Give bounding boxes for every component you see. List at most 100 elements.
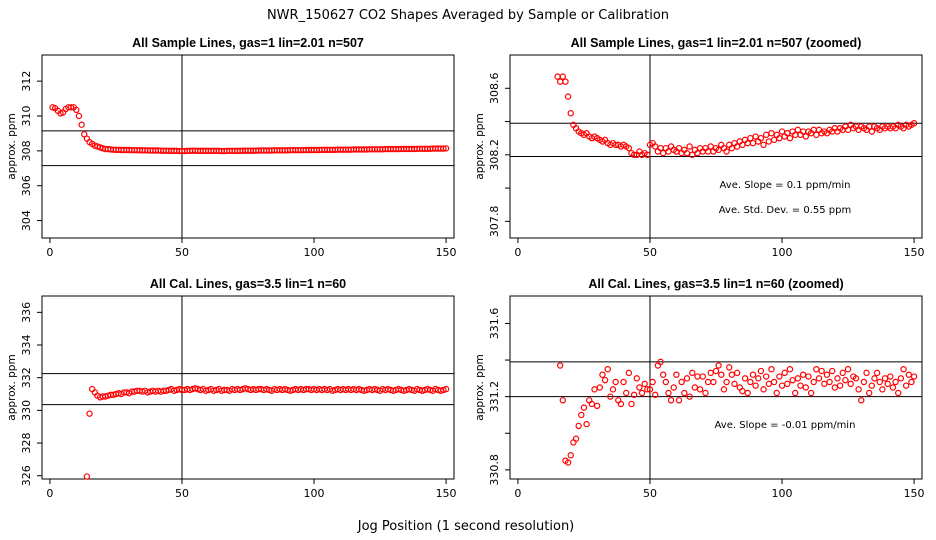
- data-point: [625, 369, 633, 377]
- data-point: [770, 136, 778, 144]
- data-point: [673, 371, 680, 378]
- data-point: [855, 386, 862, 393]
- x-tick-label: 50: [175, 487, 189, 500]
- data-point: [567, 110, 574, 117]
- data-point: [67, 104, 75, 111]
- x-tick-label: 100: [304, 246, 325, 259]
- data-point: [876, 378, 883, 386]
- y-axis-label: approx. ppm: [6, 113, 18, 179]
- data-point: [786, 366, 794, 373]
- data-point: [768, 366, 775, 373]
- data-point: [440, 145, 447, 152]
- data-point: [910, 373, 918, 380]
- data-point: [707, 143, 714, 150]
- data-point: [691, 384, 699, 391]
- data-point: [572, 435, 580, 442]
- data-point: [578, 411, 585, 419]
- data-point: [757, 367, 765, 375]
- data-point: [813, 131, 820, 139]
- data-point: [831, 384, 839, 391]
- panel-title: All Cal. Lines, gas=3.5 lin=1 n=60 (zoom…: [588, 277, 843, 291]
- data-point: [802, 133, 809, 140]
- data-points: [556, 358, 918, 466]
- data-point: [731, 380, 738, 388]
- data-point: [588, 400, 596, 408]
- x-tick-label: 100: [772, 246, 793, 259]
- y-tick-label: 330.8: [488, 454, 501, 486]
- y-tick-label: 306: [20, 175, 33, 196]
- data-point: [821, 380, 828, 388]
- panel-3: All Cal. Lines, gas=3.5 lin=1 n=60 0 50 100…: [6, 277, 457, 500]
- data-point: [689, 369, 696, 377]
- x-tick-label: 50: [175, 246, 189, 259]
- y-tick-label: 326: [20, 465, 33, 486]
- x-tick-label: 150: [436, 246, 457, 259]
- data-point: [670, 384, 677, 391]
- y-tick-label: 304: [20, 210, 33, 231]
- x-tick-label: 50: [643, 246, 657, 259]
- data-point: [707, 369, 714, 377]
- data-point: [881, 375, 889, 382]
- data-point: [807, 389, 815, 397]
- data-point: [781, 369, 788, 377]
- data-point: [765, 380, 773, 388]
- data-point: [442, 145, 450, 152]
- x-tick-label: 50: [643, 487, 657, 500]
- y-tick-label: 328: [20, 433, 33, 454]
- data-point: [860, 378, 868, 386]
- data-point: [564, 93, 572, 100]
- data-point: [633, 375, 640, 382]
- data-point: [604, 366, 611, 373]
- x-tick-label: 0: [46, 246, 53, 259]
- y-tick-label: 310: [20, 106, 33, 127]
- annotation-text: Ave. Std. Dev. = 0.55 ppm: [719, 205, 851, 216]
- data-point: [644, 386, 651, 393]
- plot-frame: [41, 54, 455, 239]
- data-point: [638, 389, 646, 397]
- y-tick-label: 308.2: [488, 139, 501, 171]
- y-tick-label: 331.6: [488, 308, 501, 340]
- data-point: [623, 389, 630, 397]
- data-point: [591, 386, 598, 393]
- data-point: [792, 389, 799, 397]
- data-point: [567, 452, 574, 459]
- plot-frame: [509, 295, 923, 480]
- data-point: [83, 473, 91, 480]
- data-point: [683, 375, 691, 382]
- data-point: [583, 420, 590, 428]
- y-tick-label: 308: [20, 140, 33, 161]
- data-point: [699, 373, 706, 380]
- data-point: [842, 376, 849, 384]
- data-point: [799, 371, 807, 378]
- data-point: [910, 120, 918, 127]
- data-point: [75, 112, 83, 120]
- data-point: [559, 397, 567, 404]
- data-point: [752, 133, 759, 140]
- data-point: [662, 378, 670, 386]
- data-point: [712, 367, 720, 375]
- data-point: [887, 373, 894, 380]
- data-point: [715, 362, 722, 369]
- x-tick-label: 0: [46, 487, 53, 500]
- data-point: [556, 362, 564, 369]
- data-point: [755, 375, 762, 382]
- data-point: [884, 380, 891, 388]
- data-point: [630, 391, 638, 399]
- data-point: [733, 369, 741, 377]
- data-point: [628, 400, 635, 408]
- data-point: [73, 106, 80, 114]
- data-point: [829, 367, 836, 375]
- panel-4: All Cal. Lines, gas=3.5 lin=1 n=60 (zoom…: [474, 277, 925, 500]
- data-point: [599, 371, 606, 378]
- plot-frame: [509, 54, 923, 239]
- data-point: [612, 378, 619, 386]
- data-point: [678, 378, 685, 386]
- data-point: [802, 384, 809, 391]
- data-point: [681, 389, 688, 397]
- data-point: [757, 134, 765, 142]
- data-point: [617, 400, 625, 408]
- data-point: [873, 369, 881, 377]
- data-points: [49, 104, 450, 155]
